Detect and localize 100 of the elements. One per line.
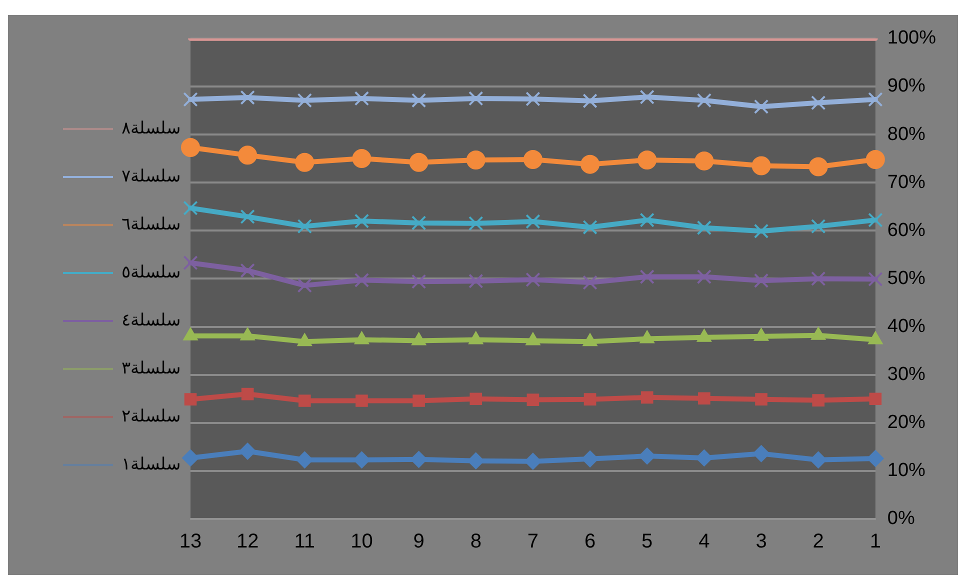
x-tick-label: 1 <box>870 530 881 553</box>
point <box>810 271 826 286</box>
point <box>468 91 484 106</box>
x-tick-label: 5 <box>642 530 653 553</box>
point <box>470 392 482 406</box>
point <box>354 91 370 106</box>
x-tick-label: 4 <box>698 530 710 553</box>
legend-label: سلسلة٨ <box>122 118 180 138</box>
x-tick-label: 11 <box>294 530 316 553</box>
y-tick-label: 100% <box>887 28 936 49</box>
point <box>694 151 714 170</box>
point <box>238 146 258 165</box>
point <box>752 156 771 176</box>
point <box>696 269 712 284</box>
point <box>868 92 883 107</box>
point <box>468 274 484 288</box>
point <box>184 393 197 406</box>
point <box>869 392 882 406</box>
y-tick-label: 50% <box>887 268 926 289</box>
point <box>866 450 884 467</box>
point <box>526 272 540 288</box>
y-tick-label: 0% <box>887 508 915 530</box>
x-tick-label: 13 <box>179 530 202 553</box>
point <box>868 212 883 228</box>
point <box>239 442 256 460</box>
x-tick-label: 7 <box>527 530 539 553</box>
point <box>696 93 712 108</box>
x-tick-label: 10 <box>350 530 373 553</box>
point <box>183 92 198 107</box>
x-tick-label: 2 <box>812 530 824 553</box>
point <box>640 90 654 104</box>
point <box>468 216 484 231</box>
point <box>696 449 713 466</box>
point <box>409 152 428 172</box>
point <box>640 212 654 228</box>
point <box>297 93 312 108</box>
legend-label: سلسلة١ <box>122 454 180 474</box>
point <box>523 150 542 170</box>
point <box>584 393 596 406</box>
y-tick-label: 40% <box>887 316 926 337</box>
point <box>356 394 368 407</box>
legend-label: سلسلة٥ <box>122 262 180 282</box>
legend-label: سلسلة٣ <box>122 358 180 378</box>
point <box>411 216 426 230</box>
point <box>696 220 712 236</box>
x-tick-label: 3 <box>756 530 767 553</box>
point <box>752 445 770 462</box>
point <box>812 394 824 406</box>
point <box>754 273 769 288</box>
point <box>298 394 311 407</box>
x-tick-label: 9 <box>413 530 424 553</box>
point <box>810 218 826 234</box>
point <box>181 138 200 157</box>
point <box>353 451 370 468</box>
point <box>810 451 827 468</box>
point <box>354 214 370 228</box>
point <box>240 209 255 224</box>
point <box>866 150 885 170</box>
point <box>754 99 769 114</box>
point <box>810 95 826 110</box>
point <box>526 394 540 406</box>
y-tick-label: 80% <box>887 124 926 145</box>
point <box>754 224 769 238</box>
y-tick-label: 10% <box>887 460 926 482</box>
point <box>240 90 255 105</box>
point <box>868 272 883 287</box>
legend-label: سلسلة٢ <box>122 406 180 426</box>
point <box>412 394 425 407</box>
point <box>295 152 314 172</box>
point <box>582 220 598 235</box>
legend-label: سلسلة٧ <box>122 166 180 186</box>
point <box>580 154 600 174</box>
point <box>526 92 540 106</box>
point <box>411 274 426 289</box>
point <box>808 157 828 176</box>
y-tick-label: 20% <box>887 412 926 434</box>
point <box>582 94 598 108</box>
x-tick-label: 12 <box>236 530 259 553</box>
y-tick-label: 90% <box>887 76 926 97</box>
point <box>411 93 426 108</box>
legend-label: سلسلة٤ <box>122 310 180 330</box>
y-tick-label: 30% <box>887 364 926 386</box>
point <box>466 150 486 170</box>
y-tick-label: 70% <box>887 172 926 193</box>
x-tick-label: 6 <box>584 530 596 553</box>
point <box>640 269 654 284</box>
point <box>297 278 312 293</box>
point <box>182 449 199 466</box>
point <box>638 448 656 465</box>
point <box>183 255 198 270</box>
point <box>582 275 598 290</box>
point <box>526 214 540 229</box>
point <box>755 393 768 406</box>
point <box>183 200 198 216</box>
point <box>640 391 654 404</box>
point <box>698 392 710 405</box>
point <box>241 388 254 400</box>
x-tick-label: 8 <box>470 530 482 553</box>
point <box>638 150 657 170</box>
y-tick-label: 60% <box>887 220 926 241</box>
